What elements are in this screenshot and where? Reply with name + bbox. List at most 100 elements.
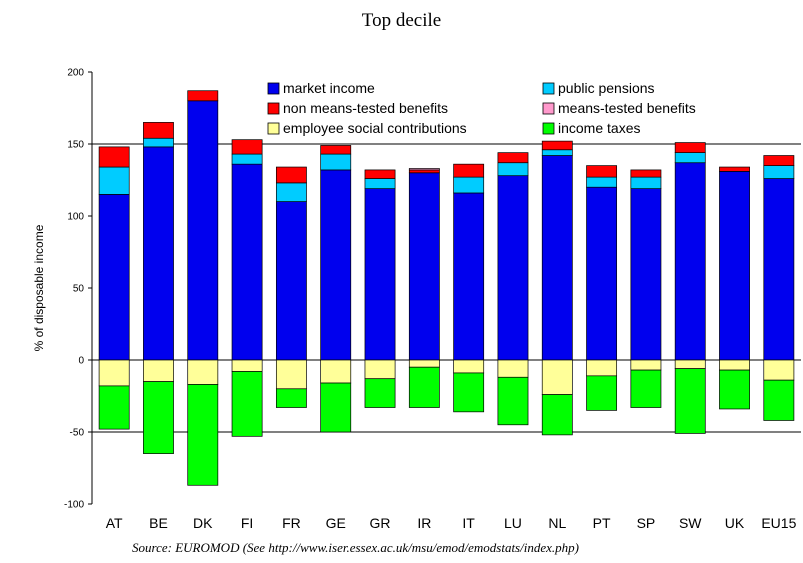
- bar-segment-be-non-means-tested-benefits: [143, 122, 174, 139]
- bar-segment-at-income-taxes: [98, 385, 130, 430]
- legend-label: employee social contributions: [283, 120, 467, 136]
- bar-segment-ir-employee-social-contributions: [408, 359, 440, 368]
- bar-segment-gr-employee-social-contributions: [364, 359, 396, 380]
- legend-item-income-taxes: income taxes: [542, 120, 640, 136]
- legend-swatch: [267, 122, 280, 135]
- bar-segment-lu-employee-social-contributions: [497, 359, 529, 378]
- y-tick-label: 100: [67, 212, 84, 223]
- x-tick-label: PT: [593, 515, 611, 531]
- legend-label: public pensions: [558, 80, 655, 96]
- legend-label: income taxes: [558, 120, 640, 136]
- bar-segment-ir-means-tested-benefits: [408, 168, 440, 171]
- bar-segment-uk-employee-social-contributions: [719, 359, 750, 371]
- legend-label: market income: [283, 80, 375, 96]
- x-tick-label: AT: [106, 515, 123, 531]
- bar-segment-dk-employee-social-contributions: [187, 359, 219, 385]
- bar-segment-at-employee-social-contributions: [98, 359, 130, 387]
- legend-swatch: [267, 102, 280, 115]
- axis-layer: AT BE DK FI FR GE GR IR IT LU NL PT SP SW UK EU15 -100 -5…: [64, 68, 797, 532]
- bar-segment-lu-market-income: [497, 175, 529, 361]
- x-tick-label: UK: [725, 515, 745, 531]
- x-tick-label: GE: [326, 515, 346, 531]
- bar-segment-dk-income-taxes: [187, 384, 219, 486]
- y-tick-label: 50: [73, 284, 85, 295]
- bar-segment-eu15-non-means-tested-benefits: [763, 155, 795, 166]
- bar-segment-pt-market-income: [586, 186, 618, 361]
- bar-segment-pt-employee-social-contributions: [586, 359, 618, 377]
- x-tick-label: IT: [462, 515, 475, 531]
- bars-layer: [98, 90, 795, 486]
- bar-segment-nl-non-means-tested-benefits: [541, 140, 573, 151]
- bar-segment-ge-market-income: [320, 169, 352, 361]
- bar-segment-nl-market-income: [541, 155, 573, 361]
- x-tick-label: SW: [679, 515, 702, 531]
- bar-segment-nl-public-pensions: [541, 149, 573, 156]
- bar-segment-gr-income-taxes: [364, 378, 396, 408]
- legend-swatch: [542, 102, 555, 115]
- x-tick-label: FR: [282, 515, 301, 531]
- bar-segment-eu15-income-taxes: [763, 379, 795, 421]
- y-axis-title: % of disposable income: [32, 224, 46, 351]
- bar-segment-sw-public-pensions: [674, 152, 706, 164]
- bar-segment-dk-market-income: [187, 100, 219, 361]
- legend-swatch: [542, 82, 555, 95]
- x-tick-label: LU: [504, 515, 522, 531]
- bar-segment-ir-market-income: [408, 172, 440, 361]
- bar-segment-eu15-public-pensions: [763, 165, 795, 179]
- y-tick-label: -100: [64, 500, 84, 511]
- bar-segment-gr-non-means-tested-benefits: [364, 169, 396, 179]
- x-tick-label: DK: [193, 515, 213, 531]
- legend-item-means-tested-benefits: means-tested benefits: [542, 100, 696, 116]
- x-tick-label: BE: [149, 515, 168, 531]
- bar-segment-ge-non-means-tested-benefits: [320, 145, 352, 155]
- bar-segment-ge-employee-social-contributions: [320, 359, 352, 384]
- x-tick-label: EU15: [761, 515, 796, 531]
- bar-segment-fr-market-income: [275, 201, 307, 361]
- bar-segment-ir-income-taxes: [408, 366, 440, 408]
- bar-segment-sw-market-income: [674, 162, 706, 361]
- bar-segment-lu-public-pensions: [497, 162, 529, 177]
- x-tick-label: GR: [370, 515, 391, 531]
- bar-segment-sp-income-taxes: [630, 369, 662, 408]
- bar-segment-ge-income-taxes: [320, 382, 352, 433]
- bar-segment-sp-public-pensions: [630, 176, 662, 189]
- bar-segment-fi-market-income: [231, 163, 263, 361]
- bar-segment-ir-non-means-tested-benefits: [408, 169, 440, 174]
- bar-segment-it-market-income: [453, 192, 485, 361]
- bar-segment-nl-employee-social-contributions: [541, 359, 573, 395]
- legend-item-public-pensions: public pensions: [542, 80, 655, 96]
- x-tick-label: SP: [637, 515, 656, 531]
- bar-segment-fi-employee-social-contributions: [231, 359, 263, 372]
- legend-label: means-tested benefits: [558, 100, 696, 116]
- bar-segment-sw-income-taxes: [674, 368, 706, 434]
- legend-swatch: [542, 122, 555, 135]
- bar-segment-gr-public-pensions: [364, 178, 396, 189]
- bar-segment-fi-public-pensions: [231, 153, 263, 165]
- x-tick-label: IR: [417, 515, 431, 531]
- y-tick-label: 200: [67, 68, 84, 79]
- bar-segment-fr-income-taxes: [275, 388, 307, 408]
- bar-segment-sp-market-income: [630, 188, 662, 361]
- bar-segment-eu15-market-income: [763, 178, 795, 361]
- bar-segment-at-public-pensions: [98, 166, 130, 195]
- bar-segment-gr-market-income: [364, 188, 396, 361]
- bar-segment-sp-employee-social-contributions: [630, 359, 662, 371]
- bar-segment-uk-market-income: [719, 171, 750, 361]
- y-tick-label: 150: [67, 140, 84, 151]
- bar-segment-fi-income-taxes: [231, 371, 263, 437]
- bar-segment-sw-employee-social-contributions: [674, 359, 706, 369]
- legend-item-market-income: market income: [267, 80, 375, 96]
- bar-segment-pt-income-taxes: [586, 375, 618, 411]
- bar-segment-pt-public-pensions: [586, 176, 618, 188]
- bar-segment-uk-non-means-tested-benefits: [719, 166, 750, 172]
- x-tick-label: FI: [241, 515, 253, 531]
- bar-segment-pt-non-means-tested-benefits: [586, 165, 618, 178]
- x-tick-label: NL: [548, 515, 566, 531]
- bar-segment-sp-non-means-tested-benefits: [630, 169, 662, 178]
- chart-title: Top decile: [361, 10, 442, 31]
- bar-segment-sw-non-means-tested-benefits: [674, 142, 706, 153]
- legend-item-employee-social-contributions: employee social contributions: [267, 120, 467, 136]
- source-note: Source: EUROMOD (See http://www.iser.ess…: [132, 540, 579, 555]
- bar-segment-it-non-means-tested-benefits: [453, 163, 485, 178]
- bar-segment-uk-income-taxes: [719, 369, 750, 410]
